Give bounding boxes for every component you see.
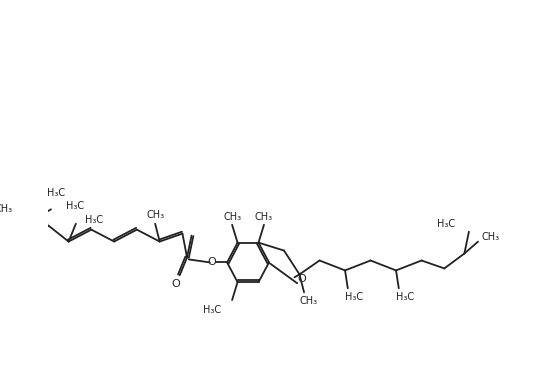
Text: O: O — [207, 257, 216, 268]
Text: H₃C: H₃C — [396, 292, 414, 302]
Text: O: O — [172, 279, 180, 289]
Text: CH₃: CH₃ — [223, 212, 241, 222]
Text: CH₃: CH₃ — [482, 232, 500, 242]
Text: O: O — [298, 274, 306, 284]
Text: H₃C: H₃C — [437, 219, 455, 229]
Text: CH₃: CH₃ — [255, 212, 273, 222]
Text: H₃C: H₃C — [65, 201, 84, 211]
Text: H₃C: H₃C — [85, 215, 103, 225]
Text: H₃C: H₃C — [203, 305, 221, 315]
Text: H₃C: H₃C — [345, 292, 363, 302]
Text: H₃C: H₃C — [47, 188, 65, 199]
Text: CH₃: CH₃ — [300, 296, 318, 306]
Text: CH₃: CH₃ — [146, 210, 164, 220]
Text: CH₃: CH₃ — [0, 204, 13, 214]
